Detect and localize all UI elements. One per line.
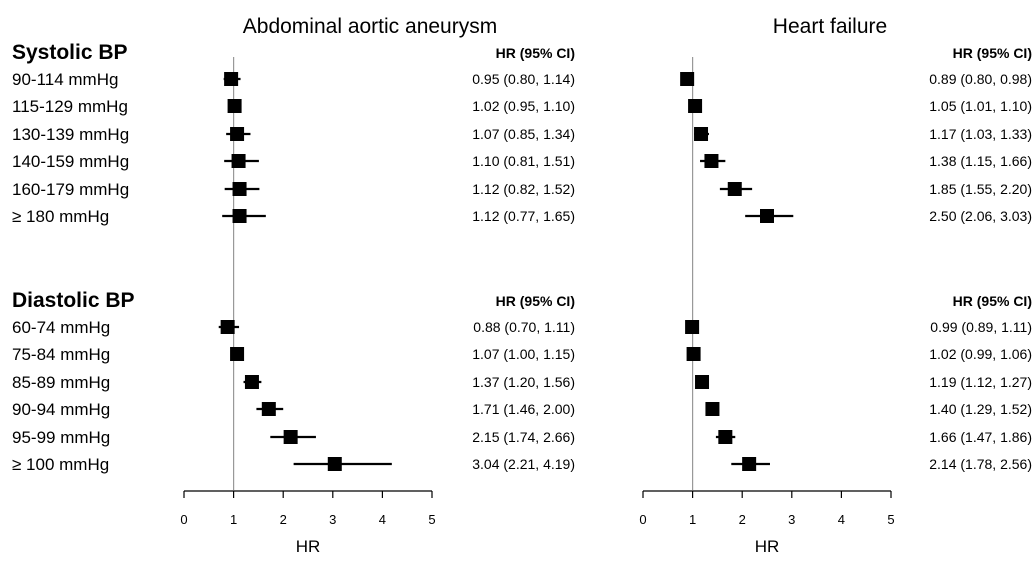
x-tick-label: 2 xyxy=(739,512,746,527)
x-axis-label: HR xyxy=(296,537,321,556)
row-label: 95-99 mmHg xyxy=(12,428,110,447)
row-label: 160-179 mmHg xyxy=(12,180,129,199)
row-label: 115-129 mmHg xyxy=(12,97,128,116)
hr-point-marker xyxy=(704,154,719,168)
section-title: Diastolic BP xyxy=(12,289,135,312)
hr-point-marker xyxy=(224,72,239,86)
hr-point-marker xyxy=(232,209,247,223)
row-label: 90-94 mmHg xyxy=(12,400,110,419)
hr-point-marker xyxy=(718,430,733,444)
hr-point-marker xyxy=(694,127,709,141)
x-tick-label: 0 xyxy=(180,512,187,527)
hr-point-marker xyxy=(742,457,757,471)
hr-ci-value: 0.89 (0.80, 0.98) xyxy=(929,71,1032,87)
hr-ci-value: 1.40 (1.29, 1.52) xyxy=(929,401,1032,417)
hr-ci-value: 1.07 (1.00, 1.15) xyxy=(472,346,575,362)
hr-ci-value: 0.99 (0.89, 1.11) xyxy=(930,319,1032,335)
hr-ci-value: 2.50 (2.06, 3.03) xyxy=(929,208,1032,224)
x-tick-label: 4 xyxy=(838,512,845,527)
hr-point-marker xyxy=(283,430,298,444)
x-tick-label: 3 xyxy=(788,512,795,527)
row-label: ≥ 180 mmHg xyxy=(12,207,109,226)
hr-ci-value: 1.12 (0.82, 1.52) xyxy=(472,181,575,197)
hr-point-marker xyxy=(327,457,342,471)
x-tick-label: 1 xyxy=(230,512,237,527)
hr-ci-value: 1.12 (0.77, 1.65) xyxy=(472,208,575,224)
hr-ci-value: 1.05 (1.01, 1.10) xyxy=(929,98,1032,114)
hr-point-marker xyxy=(231,154,246,168)
hr-point-marker xyxy=(244,375,259,389)
hr-ci-value: 1.02 (0.99, 1.06) xyxy=(929,346,1032,362)
x-tick-label: 2 xyxy=(280,512,287,527)
hr-ci-value: 2.14 (1.78, 2.56) xyxy=(929,456,1032,472)
hr-ci-header: HR (95% CI) xyxy=(953,293,1032,309)
hr-point-marker xyxy=(695,375,710,389)
hr-point-marker xyxy=(686,347,701,361)
hr-ci-header: HR (95% CI) xyxy=(496,45,575,61)
hr-ci-value: 1.17 (1.03, 1.33) xyxy=(929,126,1032,142)
row-label: 140-159 mmHg xyxy=(12,152,129,171)
hr-ci-value: 3.04 (2.21, 4.19) xyxy=(472,456,575,472)
x-tick-label: 4 xyxy=(379,512,386,527)
hr-ci-value: 1.19 (1.12, 1.27) xyxy=(929,374,1032,390)
hr-point-marker xyxy=(230,127,245,141)
hr-point-marker xyxy=(680,72,695,86)
hr-point-marker xyxy=(760,209,774,223)
row-label: 90-114 mmHg xyxy=(12,70,118,89)
hr-ci-value: 1.02 (0.95, 1.10) xyxy=(472,98,575,114)
x-tick-label: 3 xyxy=(329,512,336,527)
hr-ci-value: 1.85 (1.55, 2.20) xyxy=(929,181,1032,197)
hr-point-marker xyxy=(232,182,247,196)
hr-point-marker xyxy=(705,402,720,416)
hr-ci-value: 1.07 (0.85, 1.34) xyxy=(472,126,575,142)
x-axis-label: HR xyxy=(755,537,780,556)
row-label: 75-84 mmHg xyxy=(12,345,110,364)
hr-point-marker xyxy=(220,320,235,334)
hr-point-marker xyxy=(261,402,276,416)
hr-ci-value: 1.71 (1.46, 2.00) xyxy=(472,401,575,417)
hr-ci-value: 2.15 (1.74, 2.66) xyxy=(472,429,575,445)
hr-ci-value: 1.66 (1.47, 1.86) xyxy=(929,429,1032,445)
hr-ci-value: 1.37 (1.20, 1.56) xyxy=(472,374,575,390)
hr-ci-header: HR (95% CI) xyxy=(953,45,1032,61)
x-tick-label: 5 xyxy=(428,512,435,527)
hr-ci-header: HR (95% CI) xyxy=(496,293,575,309)
hr-ci-value: 1.10 (0.81, 1.51) xyxy=(472,153,575,169)
row-label: ≥ 100 mmHg xyxy=(12,455,109,474)
hr-point-marker xyxy=(727,182,742,196)
hr-point-marker xyxy=(227,99,242,113)
x-tick-label: 5 xyxy=(887,512,894,527)
hr-point-marker xyxy=(685,320,700,334)
row-label: 130-139 mmHg xyxy=(12,125,129,144)
x-tick-label: 1 xyxy=(689,512,696,527)
x-tick-label: 0 xyxy=(639,512,646,527)
section-title: Systolic BP xyxy=(12,41,128,64)
panel-title: Abdominal aortic aneurysm xyxy=(243,15,497,38)
row-label: 60-74 mmHg xyxy=(12,318,110,337)
row-label: 85-89 mmHg xyxy=(12,373,110,392)
hr-point-marker xyxy=(688,99,703,113)
hr-point-marker xyxy=(230,347,245,361)
hr-ci-value: 1.38 (1.15, 1.66) xyxy=(929,153,1032,169)
hr-ci-value: 0.88 (0.70, 1.11) xyxy=(473,319,575,335)
hr-ci-value: 0.95 (0.80, 1.14) xyxy=(472,71,575,87)
panel-title: Heart failure xyxy=(773,15,887,38)
